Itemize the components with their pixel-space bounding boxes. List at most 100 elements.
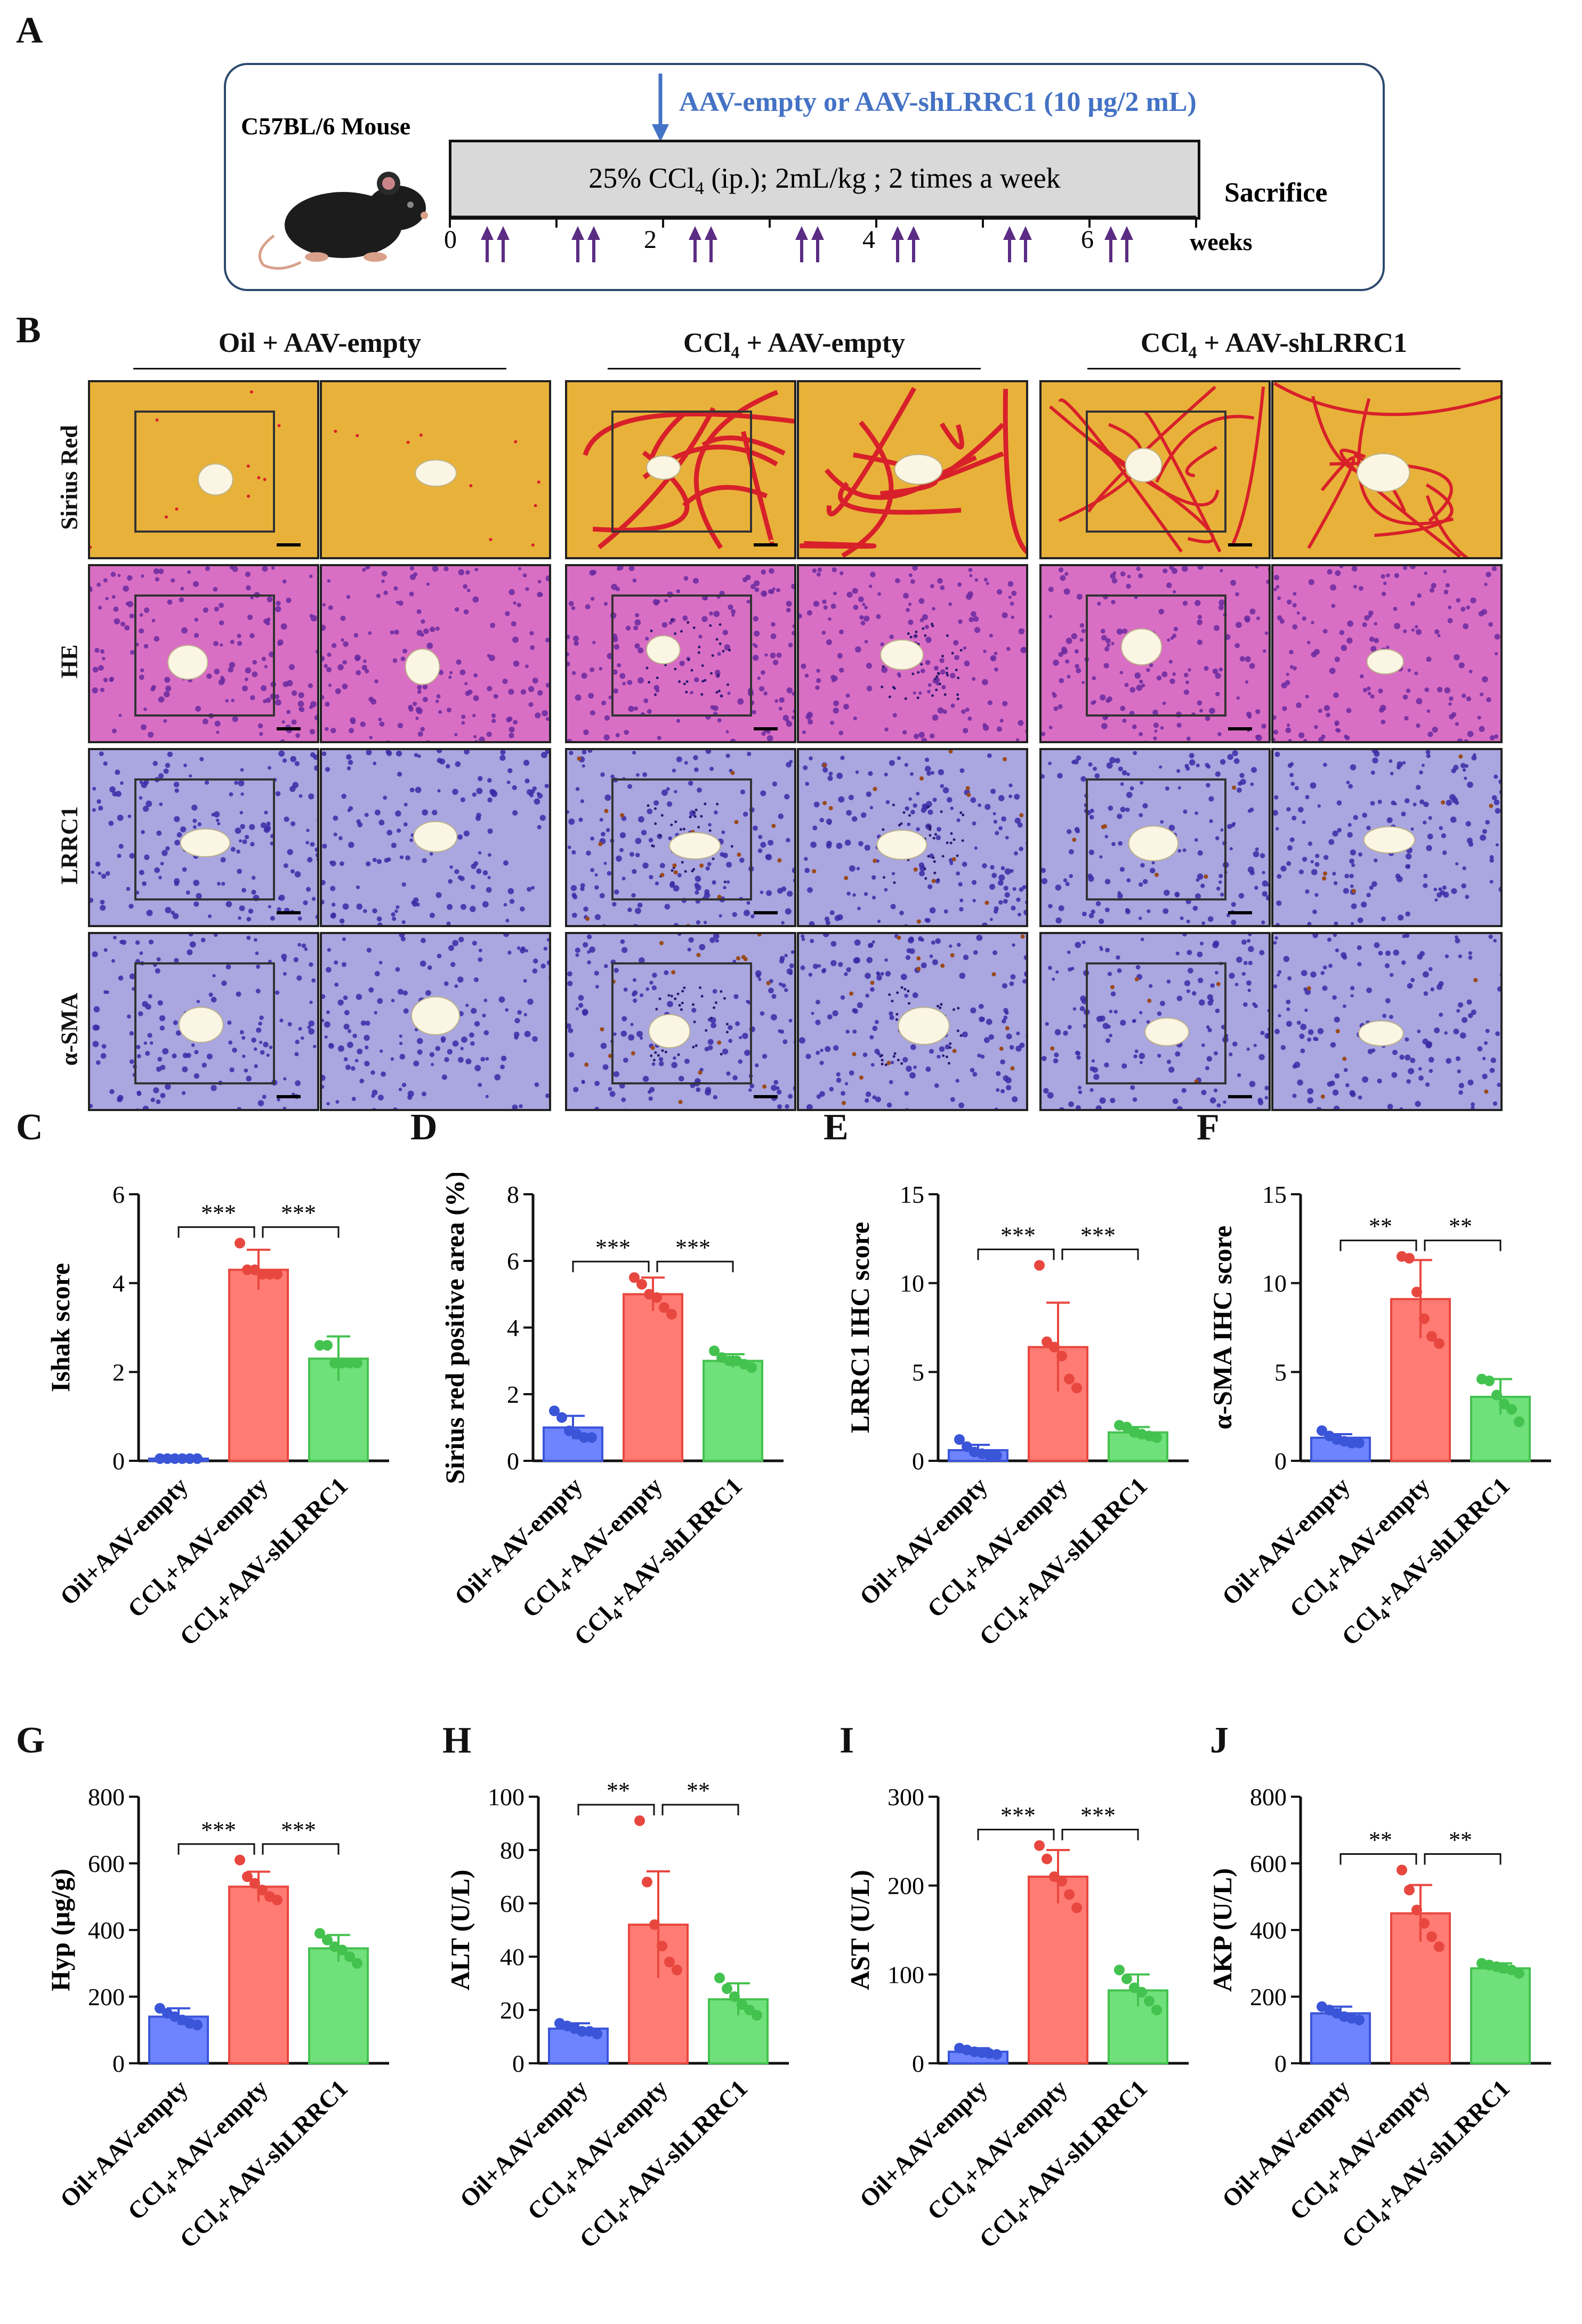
y-tick-label: 200 [887,1872,924,1900]
data-point [235,1237,245,1249]
data-point [352,1357,362,1369]
chart-sirius-area: Sirius red positive area (%) 02468Oil+AAV… [440,1173,784,1651]
stain-label-asma: α-SMA [56,993,83,1066]
data-point [592,2029,602,2039]
histology-image [1039,564,1271,743]
data-point [1049,1341,1060,1353]
data-point [257,1269,268,1280]
dose-arrow-icon [1003,226,1016,262]
data-point [322,1340,333,1351]
histology-image [565,564,796,743]
data-point [1144,1996,1155,2007]
significance-bracket [177,1843,340,1855]
data-point [1514,1968,1524,1979]
sacrifice-label: Sacrifice [1224,178,1328,208]
histology-image [320,564,551,743]
significance-label: *** [595,1234,631,1260]
data-point [1491,1389,1502,1401]
injection-arrow-icon [652,74,669,142]
data-point [744,2005,755,2015]
tick-label-6: 6 [1081,226,1094,254]
data-point [1151,1432,1162,1443]
data-point [1151,2005,1162,2015]
data-point [1056,1350,1067,1362]
y-tick-label: 4 [112,1270,125,1297]
bar [228,1268,289,1462]
data-point [1434,1338,1444,1349]
mouse-illustration [258,172,428,270]
y-tick-label: 200 [1250,1983,1287,2011]
bar [1310,2012,1371,2064]
y-tick-label: 80 [500,1837,524,1864]
y-tick-label: 15 [1262,1181,1287,1208]
data-point [586,1432,597,1443]
dose-arrow-icon [1104,226,1117,262]
bar [1470,1967,1531,2064]
chart-hyp: Hyp (μg/g)0200400600800Oil+AAV-emptyCCl4… [45,1783,389,2253]
histology-image [88,932,319,1111]
panel-letter-i: I [840,1720,854,1761]
y-tick-label: 20 [500,1997,524,2024]
data-point [1404,1885,1415,1895]
data-point [649,1919,660,1930]
y-tick-label: 6 [112,1181,125,1208]
x-tick-label: CCl4+AAV-empty [516,1472,670,1626]
data-point [666,1309,677,1320]
significance-label: ** [1369,1827,1392,1853]
bar [623,1293,683,1462]
histology-image [88,748,319,927]
data-point [1064,1889,1075,1900]
x-tick-label: CCl4+AAV-empty [922,2074,1075,2228]
histology-image [1271,748,1503,927]
data-point [1354,1437,1365,1449]
y-axis-label: Ishak score [45,1263,75,1392]
data-point [1071,1902,1082,1913]
stain-label-he: HE [56,644,83,679]
data-point [1514,1416,1524,1427]
data-point [634,1815,645,1826]
histology-image [1039,748,1271,927]
y-tick-label: 0 [1274,2050,1287,2077]
data-point [1404,1253,1415,1264]
x-tick-label: CCl4+AAV-empty [922,1472,1075,1626]
panel-letter-b: B [16,310,41,351]
panel-letter-j: J [1210,1720,1229,1761]
dose-arrow-icon [571,226,584,262]
y-tick-label: 40 [500,1943,524,1971]
data-point [549,1405,560,1417]
y-tick-label: 100 [887,1961,924,1988]
significance-bracket [577,1804,739,1815]
data-point [1354,2014,1365,2025]
y-tick-label: 400 [1250,1917,1287,1944]
dose-arrow-icon [795,226,808,262]
data-point [1056,1876,1067,1887]
x-tick-label: CCl4+AAV-empty [1284,1472,1438,1626]
histology-image [320,748,551,927]
data-point [1484,1376,1495,1386]
histology-image [797,932,1028,1111]
dose-arrow-icon [481,226,494,262]
y-tick-label: 800 [1250,1783,1287,1811]
y-tick-label: 0 [1274,1448,1287,1475]
data-point [629,1272,640,1283]
data-point [264,1269,275,1280]
data-point [556,1412,567,1423]
y-tick-label: 5 [1274,1358,1287,1386]
data-point [991,1450,1002,1461]
data-point [577,2026,587,2037]
histology-image [565,748,796,927]
y-tick-label: 400 [88,1917,125,1944]
significance-label: ** [607,1778,630,1804]
x-tick-label: CCl4+AAV-empty [522,2074,675,2228]
dose-arrow-icon [811,226,824,262]
y-tick-label: 10 [900,1270,924,1297]
chart-ast: AST (U/L)0100200300Oil+AAV-emptyCCl4+AAV… [845,1783,1189,2253]
bar [703,1360,763,1462]
panel-letter-g: G [16,1720,45,1761]
significance-label: ** [687,1778,710,1804]
chart-akp: AKP (U/L)0200400600800Oil+AAV-emptyCCl4+… [1207,1783,1551,2253]
y-tick-label: 15 [900,1181,924,1208]
dose-arrow-icon [497,226,510,262]
y-axis-label: Sirius red positive area (%) [440,1173,470,1484]
data-point [1042,1853,1052,1864]
